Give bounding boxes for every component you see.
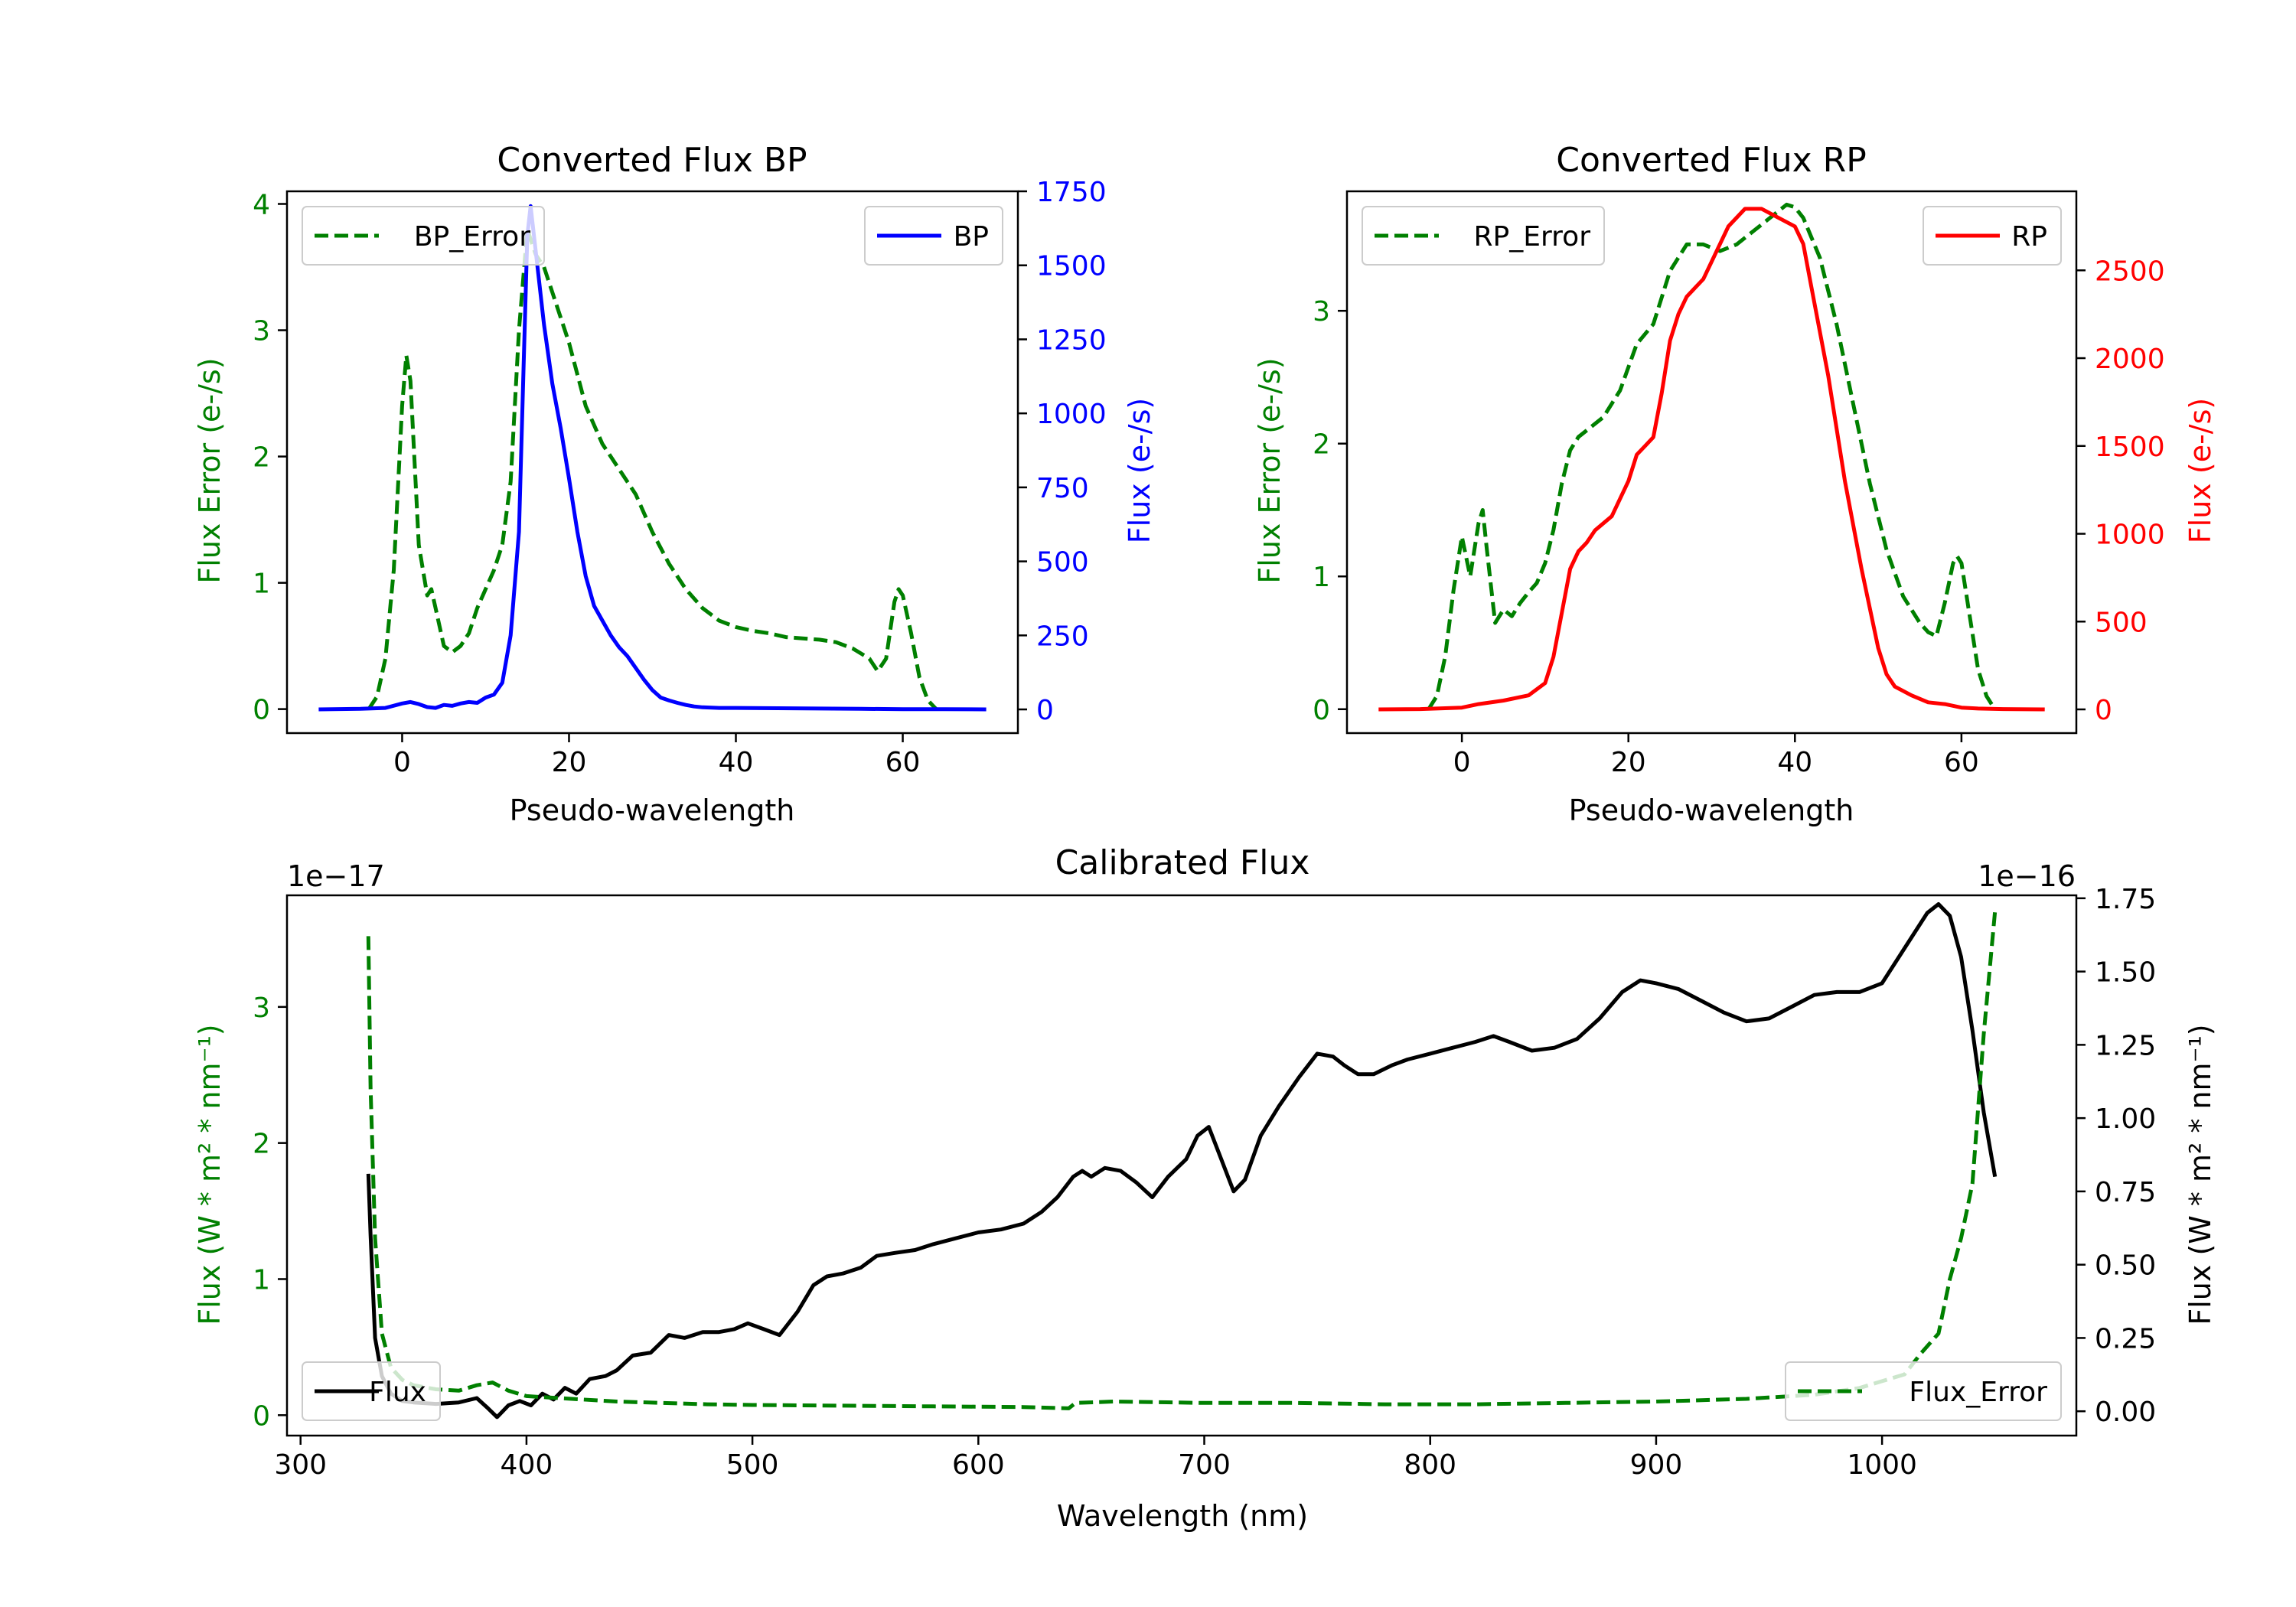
legend-label: RP bbox=[2011, 221, 2047, 253]
bp-ytick-right-label: 500 bbox=[1036, 547, 1089, 579]
cal-ylabel-right: Flux (W * m² * nm⁻¹) bbox=[2183, 1024, 2217, 1325]
bp-legend-bp-error: BP_Error bbox=[302, 206, 545, 266]
cal-offset-left: 1e−17 bbox=[287, 859, 385, 893]
bp-xlabel: Pseudo-wavelength bbox=[510, 794, 795, 827]
rp-xtick-label: 0 bbox=[1453, 747, 1471, 778]
calibrated-chart: Calibrated Flux Wavelength (nm) 1e−17 1e… bbox=[193, 843, 2217, 1533]
rp-ytick-left-label: 1 bbox=[1313, 562, 1330, 593]
rp-ylabel-left: Flux Error (e-/s) bbox=[1253, 357, 1287, 583]
cal-ytick-right-label: 1.00 bbox=[2095, 1103, 2156, 1135]
cal-xtick-label: 300 bbox=[274, 1449, 327, 1481]
bp-ytick-right-label: 1500 bbox=[1036, 251, 1107, 282]
cal-xtick-label: 600 bbox=[952, 1449, 1005, 1481]
cal-offset-right: 1e−16 bbox=[1978, 859, 2076, 893]
cal-ytick-right-label: 0.25 bbox=[2095, 1323, 2156, 1354]
legend-box bbox=[302, 206, 545, 266]
bp-ytick-right-label: 1250 bbox=[1036, 324, 1107, 356]
bp-ytick-right-label: 1000 bbox=[1036, 399, 1107, 430]
rp-axes-frame bbox=[1345, 190, 2078, 735]
cal-series-flux bbox=[366, 902, 1998, 1420]
cal-xtick-label: 500 bbox=[726, 1449, 779, 1481]
rp-ylabel-right: Flux (e-/s) bbox=[2183, 398, 2217, 543]
rp-series-rp-error bbox=[1427, 202, 1997, 711]
rp-ytick-right-label: 2500 bbox=[2095, 256, 2165, 287]
rp-series-rp bbox=[1378, 207, 2045, 712]
bp-ytick-left-label: 4 bbox=[253, 190, 270, 221]
cal-ytick-right-label: 1.75 bbox=[2095, 884, 2156, 915]
cal-ytick-right-label: 0.75 bbox=[2095, 1177, 2156, 1208]
rp-ytick-left-label: 2 bbox=[1313, 429, 1330, 461]
bp-ytick-left-label: 3 bbox=[253, 316, 270, 347]
rp-xlabel: Pseudo-wavelength bbox=[1569, 794, 1854, 827]
cal-ytick-left-label: 1 bbox=[253, 1264, 270, 1296]
bp-ytick-right-label: 250 bbox=[1036, 621, 1089, 652]
cal-xtick-label: 400 bbox=[501, 1449, 553, 1481]
rp-ytick-right-label: 1500 bbox=[2095, 432, 2165, 463]
bp-xtick-label: 20 bbox=[552, 747, 587, 778]
rp-ytick-right-label: 2000 bbox=[2095, 344, 2165, 375]
bp-ytick-right-label: 0 bbox=[1036, 695, 1054, 726]
bp-title: Converted Flux BP bbox=[497, 141, 807, 180]
bp-series-bp bbox=[318, 204, 987, 712]
cal-plot-area: 300 400 500 600 700 800 900 1000 0 1 2 3 0.00 0.25 0.5… bbox=[253, 884, 2156, 1481]
bp-xtick-label: 40 bbox=[719, 747, 754, 778]
bp-axes-frame bbox=[285, 190, 1019, 735]
cal-ytick-left-label: 2 bbox=[253, 1129, 270, 1160]
bp-chart: Converted Flux BP Pseudo-wavelength Flux… bbox=[193, 141, 1156, 827]
rp-chart: Converted Flux RP Pseudo-wavelength Flux… bbox=[1253, 141, 2217, 827]
cal-ytick-left-label: 3 bbox=[253, 993, 270, 1024]
cal-ytick-right-label: 0.50 bbox=[2095, 1250, 2156, 1282]
cal-ylabel-left: Flux (W * m² * nm⁻¹) bbox=[193, 1024, 227, 1325]
cal-xlabel: Wavelength (nm) bbox=[1057, 1499, 1308, 1533]
bp-ytick-right-label: 750 bbox=[1036, 473, 1089, 504]
legend-label: Flux_Error bbox=[1909, 1377, 2047, 1408]
rp-ytick-left-label: 3 bbox=[1313, 296, 1330, 328]
cal-ytick-right-label: 1.50 bbox=[2095, 957, 2156, 989]
rp-ytick-right-label: 0 bbox=[2095, 695, 2112, 726]
cal-xtick-label: 900 bbox=[1630, 1449, 1683, 1481]
bp-ytick-right-label: 1750 bbox=[1036, 177, 1107, 208]
legend-label: RP_Error bbox=[1474, 221, 1591, 253]
cal-xtick-label: 700 bbox=[1178, 1449, 1231, 1481]
legend-label: BP bbox=[954, 221, 989, 253]
bp-ytick-left-label: 2 bbox=[253, 442, 270, 474]
rp-title: Converted Flux RP bbox=[1556, 141, 1867, 180]
bp-plot-area: 0 20 40 600123402505007501000125015001750BP… bbox=[253, 177, 1107, 778]
bp-xtick-label: 0 bbox=[393, 747, 411, 778]
cal-legend-flux-error: Flux_Error bbox=[1785, 1361, 2062, 1421]
cal-ytick-left-label: 0 bbox=[253, 1400, 270, 1432]
bp-ytick-left-label: 1 bbox=[253, 569, 270, 600]
rp-xtick-label: 40 bbox=[1777, 747, 1812, 778]
cal-ytick-right-label: 1.25 bbox=[2095, 1030, 2156, 1061]
cal-title: Calibrated Flux bbox=[1055, 843, 1310, 882]
bp-ylabel-right: Flux (e-/s) bbox=[1123, 398, 1156, 543]
cal-axes-frame bbox=[285, 894, 2078, 1437]
bp-series-bp-error bbox=[367, 227, 938, 711]
rp-plot-area: 0 20 40 60 0 1 2 3 0 500 1000 1500 2000 2500 RP_Error R… bbox=[1313, 190, 2165, 778]
bp-xtick-label: 60 bbox=[885, 747, 921, 778]
legend-box bbox=[1362, 206, 1605, 266]
rp-xtick-label: 60 bbox=[1944, 747, 1979, 778]
legend-box bbox=[1785, 1361, 2062, 1421]
bp-legend-bp: BP bbox=[864, 206, 1003, 266]
rp-legend-rp-error: RP_Error bbox=[1362, 206, 1605, 266]
cal-legend-flux: Flux bbox=[302, 1361, 441, 1421]
legend-label: BP_Error bbox=[414, 221, 530, 253]
rp-legend-rp: RP bbox=[1923, 206, 2062, 266]
cal-ytick-right-label: 0.00 bbox=[2095, 1397, 2156, 1428]
legend-label: Flux bbox=[369, 1377, 426, 1408]
bp-ylabel-left: Flux Error (e-/s) bbox=[193, 357, 227, 583]
rp-ytick-left-label: 0 bbox=[1313, 695, 1330, 726]
cal-xtick-label: 1000 bbox=[1847, 1449, 1917, 1481]
bp-ytick-left-label: 0 bbox=[253, 695, 270, 726]
rp-ytick-right-label: 500 bbox=[2095, 607, 2148, 638]
rp-xtick-label: 20 bbox=[1611, 747, 1646, 778]
rp-ytick-right-label: 1000 bbox=[2095, 520, 2165, 551]
cal-xtick-label: 800 bbox=[1404, 1449, 1456, 1481]
